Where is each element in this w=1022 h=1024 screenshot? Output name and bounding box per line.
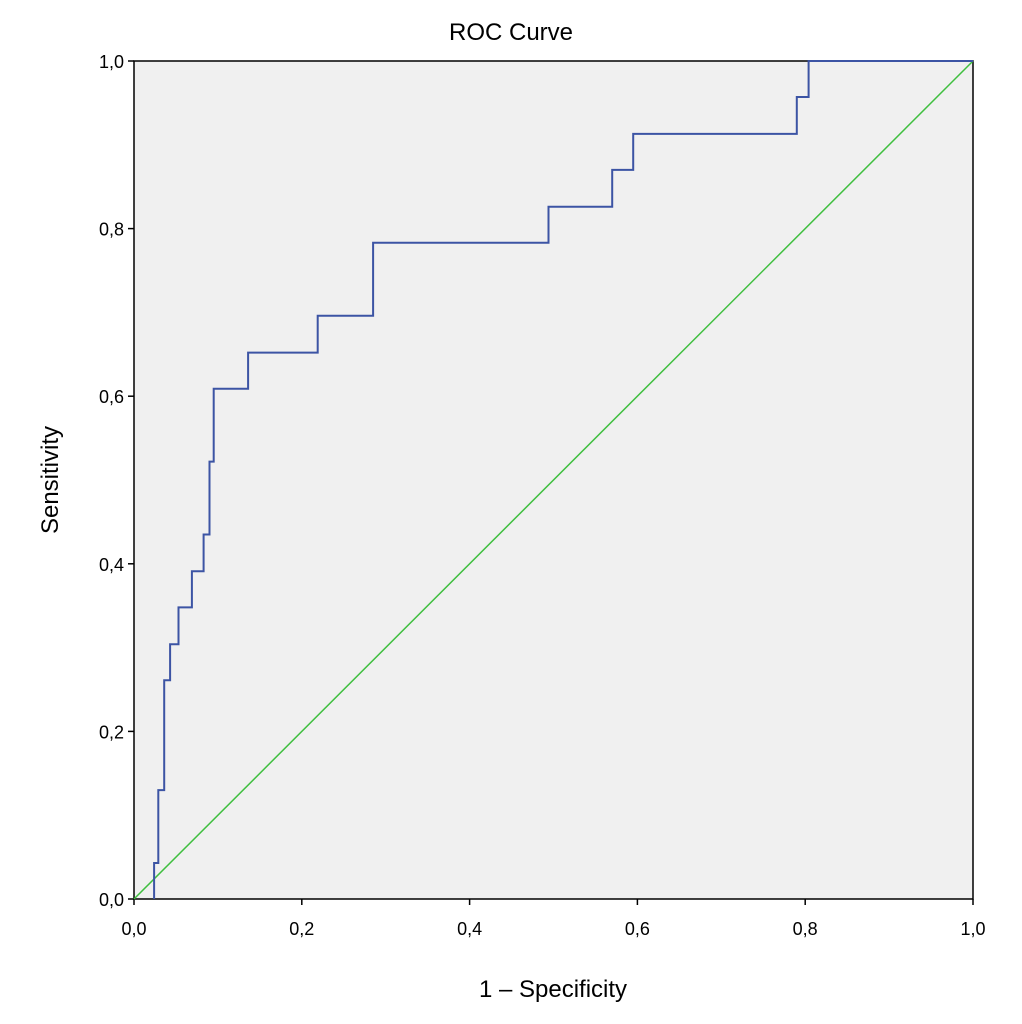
roc-curve-line <box>153 60 973 899</box>
y-tick-label: 0,2 <box>99 722 124 742</box>
x-tick-label: 0,0 <box>121 919 146 939</box>
axis-ticks: 0,0 0,2 0,4 0,6 0,8 1,0 0,0 0,2 0,4 0,6 0,8 1,0 <box>99 52 986 939</box>
y-tick-label: 0,4 <box>99 555 124 575</box>
y-tick-label: 0,0 <box>99 890 124 910</box>
y-axis-label: Sensitivity <box>37 426 64 534</box>
y-tick-label: 0,6 <box>99 387 124 407</box>
x-tick-label: 0,6 <box>625 919 650 939</box>
x-tick-label: 0,8 <box>793 919 818 939</box>
x-tick-label: 0,4 <box>457 919 482 939</box>
y-tick-label: 0,8 <box>99 220 124 240</box>
x-tick-label: 0,2 <box>289 919 314 939</box>
y-tick-label: 1,0 <box>99 52 124 72</box>
x-tick-label: 1,0 <box>960 919 985 939</box>
reference-diagonal-line <box>133 60 974 900</box>
x-axis-label: 1 – Specificity <box>479 976 627 1003</box>
chart-title: ROC Curve <box>449 19 573 46</box>
